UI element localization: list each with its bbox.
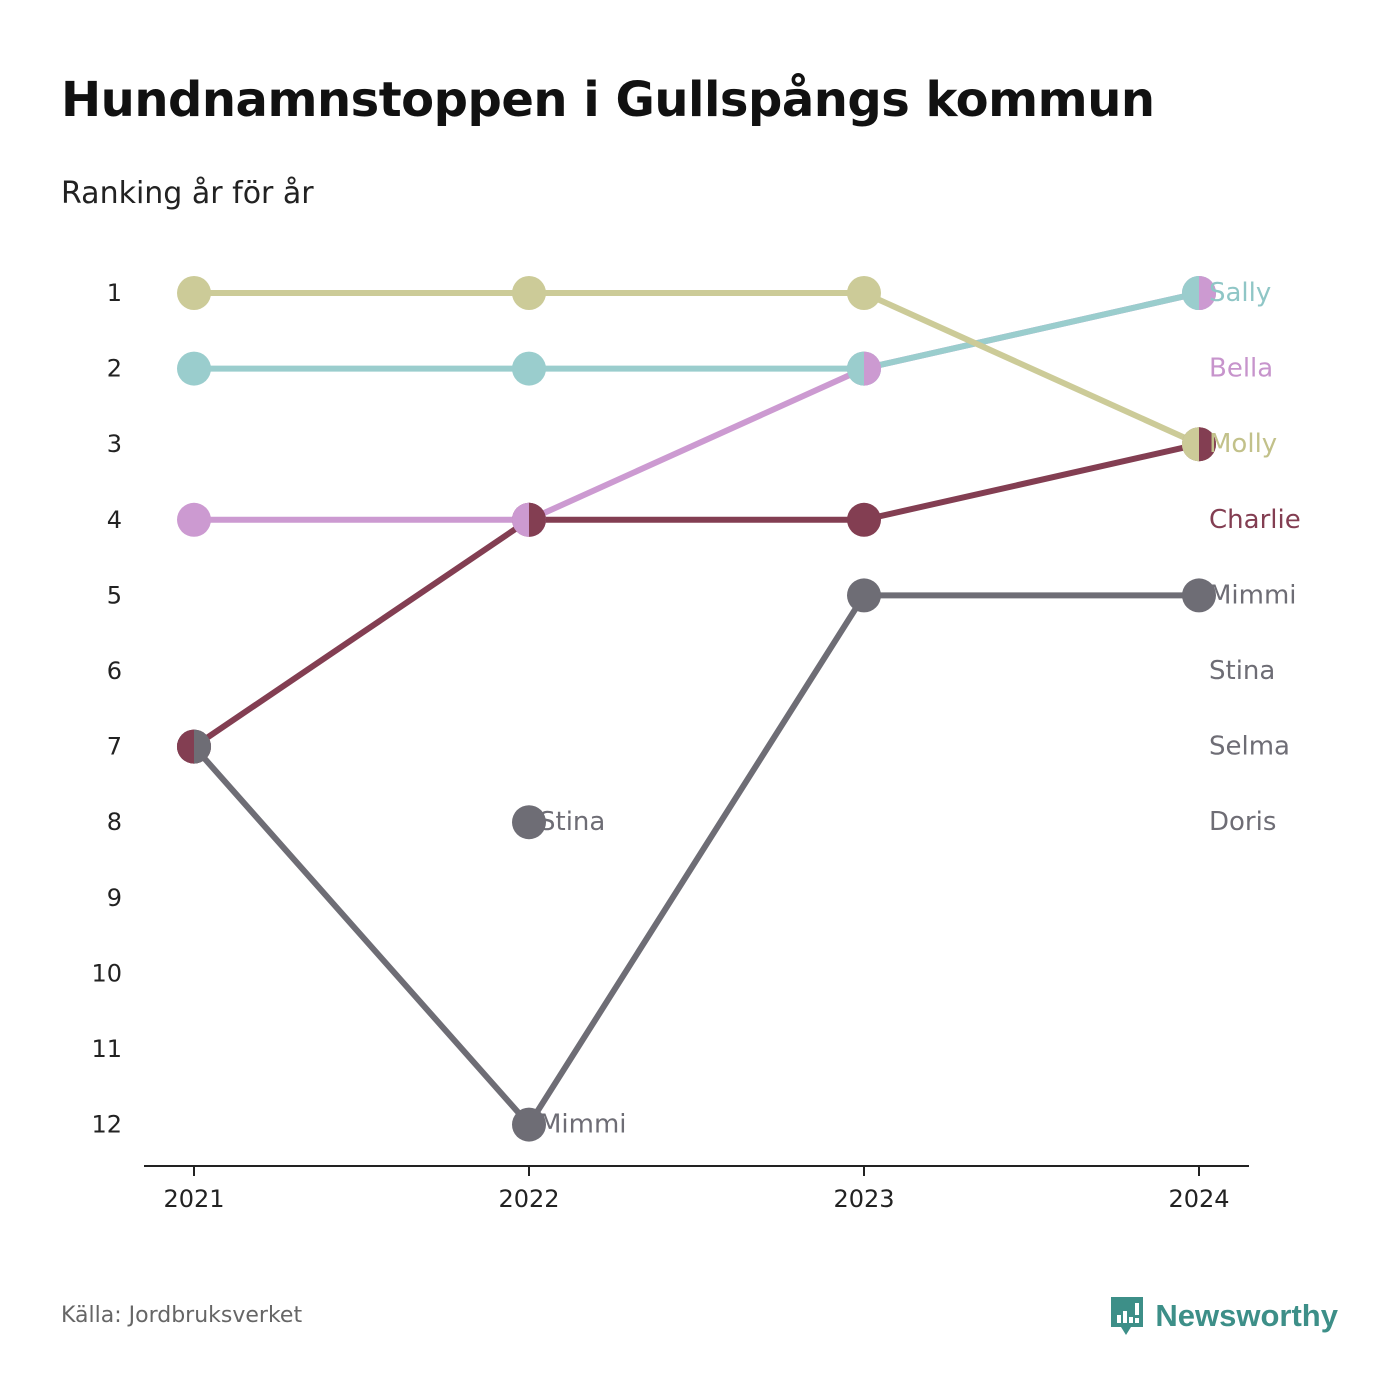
end-label-selma: Selma <box>1209 732 1290 762</box>
split-marker-left <box>847 351 864 386</box>
series-lines <box>191 290 1201 1128</box>
marker-molly-2022 <box>512 276 546 310</box>
y-tick-label: 5 <box>107 581 122 609</box>
end-label-mimmi: Mimmi <box>1209 580 1297 610</box>
marker-bella-2021 <box>177 502 211 537</box>
marker-mimmi-2022 <box>512 1107 546 1142</box>
chart-title: Hundnamnstoppen i Gullspångs kommun <box>61 72 1155 128</box>
x-tick-label: 2022 <box>498 1185 559 1213</box>
inline-label-mimmi: Mimmi <box>539 1110 627 1140</box>
marker-sally-2021 <box>177 351 211 386</box>
y-tick-label: 8 <box>107 808 122 836</box>
y-tick-label: 1 <box>107 279 122 307</box>
source-note: Källa: Jordbruksverket <box>61 1303 303 1328</box>
marker-molly-2021 <box>177 276 211 310</box>
end-label-doris: Doris <box>1209 807 1276 837</box>
y-tick-label: 9 <box>107 884 122 912</box>
brand[interactable]: Newsworthy <box>1109 1295 1338 1337</box>
end-label-sally: Sally <box>1209 278 1271 308</box>
newsworthy-logo-icon <box>1111 1297 1144 1335</box>
split-marker-right <box>1199 276 1216 310</box>
x-tick-label: 2024 <box>1168 1185 1229 1213</box>
series-markers <box>177 276 1216 1142</box>
x-axis: 2021 2022 2023 2024 <box>144 1165 1249 1213</box>
marker-mimmi-2023 <box>847 578 881 613</box>
end-label-stina: Stina <box>1209 656 1275 686</box>
y-tick-label: 6 <box>107 657 122 685</box>
marker-stina-2022 <box>512 805 546 840</box>
split-marker-left <box>512 502 529 537</box>
marker-mimmi-2024 <box>1182 578 1216 613</box>
split-marker-left <box>177 729 194 764</box>
split-marker-right <box>864 351 881 386</box>
split-marker-right <box>529 502 546 537</box>
chart-subtitle: Ranking år för år <box>61 176 314 211</box>
y-tick-label: 12 <box>91 1111 122 1139</box>
x-tick-label: 2023 <box>833 1185 894 1213</box>
y-tick-label: 11 <box>91 1035 122 1063</box>
series-line-molly <box>194 290 1201 447</box>
end-label-bella: Bella <box>1209 354 1273 384</box>
series-line-sally <box>194 290 1200 372</box>
brand-name: Newsworthy <box>1155 1298 1338 1333</box>
x-tick-label: 2021 <box>163 1185 224 1213</box>
end-label-charlie: Charlie <box>1209 505 1301 535</box>
y-tick-label: 10 <box>91 959 122 987</box>
y-tick-label: 2 <box>107 355 122 383</box>
series-labels: Sally Bella Molly Charlie Mimmi Stina Selma Dor… <box>539 278 1301 1140</box>
inline-label-stina: Stina <box>539 807 605 837</box>
split-marker-left <box>1182 276 1199 310</box>
marker-molly-2023 <box>847 276 881 310</box>
split-marker-left <box>1182 427 1199 462</box>
series-line-charlie <box>192 441 1200 750</box>
split-marker-right <box>1199 427 1216 462</box>
marker-charlie-2023 <box>847 502 881 537</box>
end-label-molly: Molly <box>1209 429 1277 459</box>
y-tick-label: 7 <box>107 733 122 761</box>
marker-sally-2022 <box>512 351 546 386</box>
y-tick-label: 3 <box>107 430 122 458</box>
series-line-mimmi <box>191 592 1199 1128</box>
y-tick-label: 4 <box>107 506 122 534</box>
split-marker-right <box>194 729 211 764</box>
